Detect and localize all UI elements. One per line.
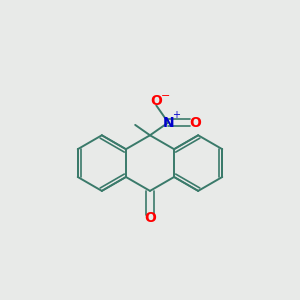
Text: −: − bbox=[161, 91, 170, 100]
Text: N: N bbox=[162, 116, 174, 130]
Text: O: O bbox=[189, 116, 201, 130]
Text: O: O bbox=[144, 212, 156, 226]
Text: +: + bbox=[172, 110, 180, 120]
Text: O: O bbox=[150, 94, 162, 108]
